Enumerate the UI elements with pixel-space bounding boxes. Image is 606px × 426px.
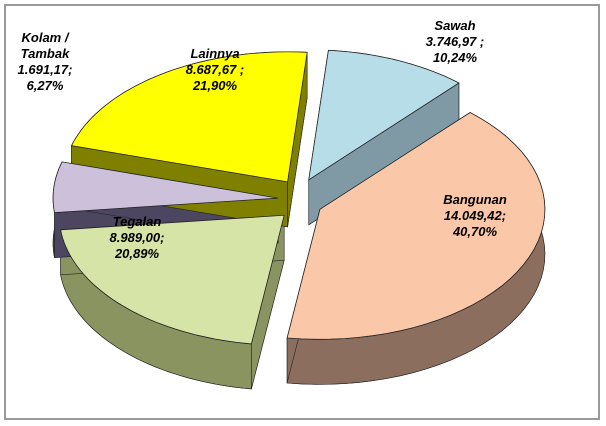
label-line: 6,27% (26, 78, 64, 93)
label-line: 1.691,17; (17, 62, 73, 77)
slice (52, 161, 279, 214)
label-line: 21,90% (192, 78, 238, 93)
data-label: Sawah 3.746,97 ; 10,24% (400, 18, 510, 66)
label-line: 20,89% (114, 246, 160, 261)
label-line: 8.989,00; (109, 230, 165, 245)
slice (60, 214, 285, 345)
label-line: Kolam / Tambak (20, 30, 70, 61)
slice (70, 51, 308, 183)
label-line: Lainnya (190, 46, 240, 61)
label-line: 40,70% (452, 224, 498, 239)
slice (308, 49, 460, 181)
data-label: Kolam / Tambak 1.691,17; 6,27% (10, 30, 80, 94)
label-line: 14.049,42; (443, 208, 507, 223)
label-line: Bangunan (443, 192, 507, 207)
label-line: 8.687,67 ; (185, 62, 245, 77)
data-label: Lainnya 8.687,67 ; 21,90% (160, 46, 270, 94)
label-line: Tegalan (112, 214, 162, 229)
label-line: 10,24% (432, 50, 478, 65)
frame (4, 4, 600, 420)
slice-tops (52, 49, 546, 345)
slice (286, 112, 546, 340)
label-line: Sawah (434, 18, 476, 33)
data-label: Tegalan 8.989,00; 20,89% (82, 214, 192, 262)
data-label: Bangunan 14.049,42; 40,70% (420, 192, 530, 240)
label-line: 3.746,97 ; (425, 34, 485, 49)
